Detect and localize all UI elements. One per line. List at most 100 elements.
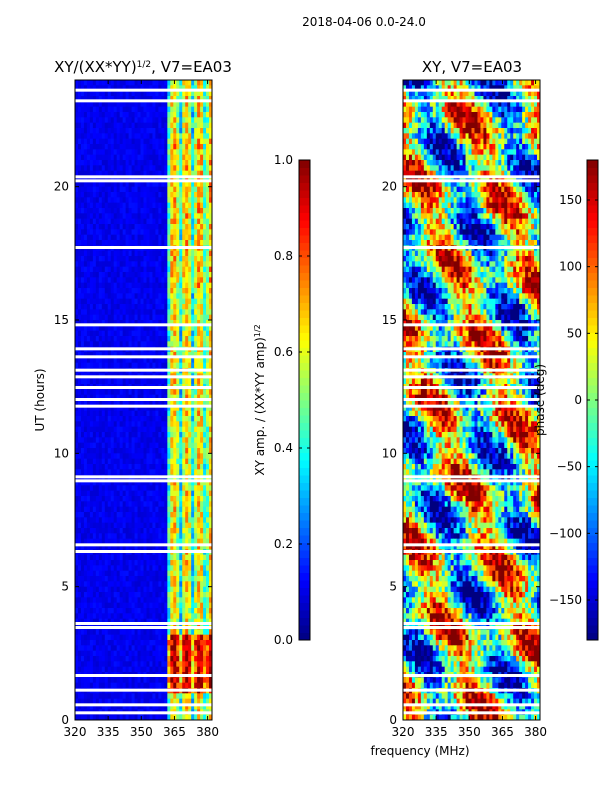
heatmap-cell <box>185 576 188 582</box>
heatmap-cell <box>164 528 167 534</box>
heatmap-cell <box>164 336 167 342</box>
heatmap-cell <box>161 261 164 267</box>
heatmap-cell <box>149 304 152 310</box>
heatmap-cell <box>93 139 96 145</box>
heatmap-cell <box>158 555 161 561</box>
heatmap-cell <box>188 256 191 262</box>
heatmap-cell <box>158 379 161 385</box>
heatmap-cell <box>179 197 182 203</box>
heatmap-cell <box>164 197 167 203</box>
heatmap-cell <box>179 293 182 299</box>
heatmap-cell <box>132 411 135 417</box>
heatmap-cell <box>155 427 158 433</box>
heatmap-cell <box>132 107 135 113</box>
heatmap-cell <box>93 587 96 593</box>
heatmap-cell <box>158 208 161 214</box>
heatmap-cell <box>126 187 129 193</box>
heatmap-cell <box>197 160 200 166</box>
heatmap-cell <box>135 640 138 646</box>
heatmap-cell <box>81 261 84 267</box>
heatmap-cell <box>138 235 141 241</box>
heatmap-cell <box>93 645 96 651</box>
heatmap-cell <box>188 144 191 150</box>
heatmap-cell <box>90 528 93 534</box>
heatmap-cell <box>155 283 158 289</box>
heatmap-cell <box>170 491 173 497</box>
heatmap-cell <box>108 603 111 609</box>
heatmap-cell <box>129 533 132 539</box>
heatmap-cell <box>129 640 132 646</box>
heatmap-cell <box>135 197 138 203</box>
heatmap-cell <box>185 133 188 139</box>
heatmap-cell <box>179 443 182 449</box>
heatmap-cell <box>87 533 90 539</box>
heatmap-cell <box>120 379 123 385</box>
heatmap-cell <box>146 459 149 465</box>
heatmap-cell <box>164 592 167 598</box>
heatmap-cell <box>179 389 182 395</box>
heatmap-cell <box>117 363 120 369</box>
heatmap-cell <box>164 363 167 369</box>
heatmap-cell <box>146 267 149 273</box>
heatmap-cell <box>84 523 87 529</box>
heatmap-cell <box>111 496 114 502</box>
heatmap-cell <box>194 389 197 395</box>
heatmap-cell <box>78 427 81 433</box>
heatmap-cell <box>179 267 182 273</box>
heatmap-cell <box>138 464 141 470</box>
heatmap-cell <box>126 416 129 422</box>
heatmap-cell <box>164 437 167 443</box>
heatmap-cell <box>81 283 84 289</box>
heatmap-cell <box>206 133 209 139</box>
heatmap-cell <box>99 128 102 134</box>
heatmap-cell <box>188 587 191 593</box>
heatmap-cell <box>102 203 105 209</box>
heatmap-cell <box>75 187 78 193</box>
heatmap-cell <box>84 341 87 347</box>
heatmap-cell <box>170 603 173 609</box>
heatmap-cell <box>135 80 138 86</box>
heatmap-cell <box>120 576 123 582</box>
heatmap-cell <box>126 389 129 395</box>
heatmap-cell <box>203 459 206 465</box>
heatmap-cell <box>90 576 93 582</box>
heatmap-cell <box>200 288 203 294</box>
heatmap-cell <box>185 240 188 246</box>
heatmap-cell <box>191 517 194 523</box>
heatmap-cell <box>78 299 81 305</box>
heatmap-cell <box>170 229 173 235</box>
heatmap-cell <box>75 507 78 513</box>
heatmap-cell <box>111 288 114 294</box>
heatmap-cell <box>152 160 155 166</box>
heatmap-cell <box>132 187 135 193</box>
heatmap-cell <box>84 155 87 161</box>
heatmap-cell <box>185 277 188 283</box>
heatmap-cell <box>146 203 149 209</box>
heatmap-cell <box>108 267 111 273</box>
heatmap-cell <box>197 304 200 310</box>
heatmap-cell <box>185 517 188 523</box>
heatmap-cell <box>117 533 120 539</box>
heatmap-cell <box>114 261 117 267</box>
heatmap-cell <box>191 304 194 310</box>
heatmap-cell <box>203 112 206 118</box>
heatmap-cell <box>132 293 135 299</box>
heatmap-cell <box>173 443 176 449</box>
heatmap-cell <box>96 213 99 219</box>
heatmap-cell <box>155 128 158 134</box>
heatmap-cell <box>141 197 144 203</box>
heatmap-cell <box>149 528 152 534</box>
heatmap-cell <box>176 240 179 246</box>
heatmap-cell <box>129 603 132 609</box>
heatmap-cell <box>123 603 126 609</box>
heatmap-cell <box>102 528 105 534</box>
heatmap-cell <box>117 219 120 225</box>
heatmap-cell <box>182 107 185 113</box>
heatmap-cell <box>141 251 144 257</box>
heatmap-cell <box>194 128 197 134</box>
heatmap-cell <box>191 389 194 395</box>
heatmap-cell <box>108 128 111 134</box>
heatmap-cell <box>84 149 87 155</box>
heatmap-cell <box>167 293 170 299</box>
heatmap-cell <box>138 219 141 225</box>
